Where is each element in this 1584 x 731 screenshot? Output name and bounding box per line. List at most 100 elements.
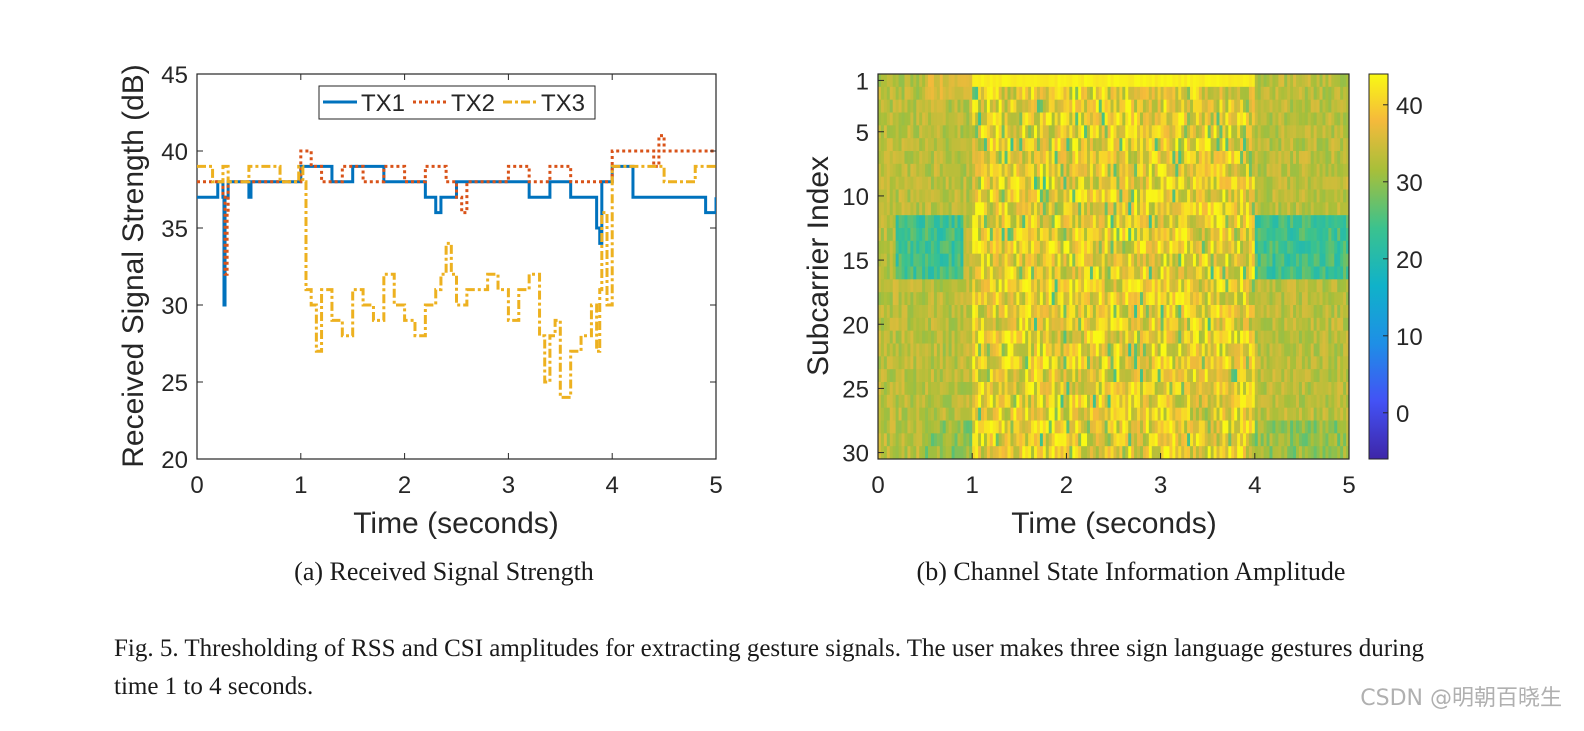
csi-heatmap-cell bbox=[1137, 407, 1141, 421]
csi-heatmap-cell bbox=[1119, 151, 1123, 165]
csi-heatmap-cell bbox=[907, 240, 911, 255]
csi-heatmap-cell bbox=[1201, 279, 1206, 293]
csi-heatmap-cell bbox=[1034, 279, 1038, 293]
csi-heatmap-cell bbox=[1116, 292, 1120, 306]
csi-heatmap-cell bbox=[930, 176, 935, 190]
csi-heatmap-cell bbox=[1069, 74, 1073, 88]
csi-heatmap-cell bbox=[1045, 86, 1050, 101]
csi-heatmap-cell bbox=[945, 317, 950, 332]
csi-heatmap-cell bbox=[1272, 74, 1276, 88]
csi-heatmap-cell bbox=[1116, 74, 1120, 88]
csi-heatmap-cell bbox=[963, 369, 967, 383]
csi-heatmap-cell bbox=[898, 202, 902, 216]
csi-heatmap-cell bbox=[942, 99, 947, 113]
csi-heatmap-cell bbox=[939, 86, 944, 101]
csi-heatmap-cell bbox=[969, 446, 973, 459]
csi-heatmap-cell bbox=[1084, 433, 1088, 447]
csi-heatmap-cell bbox=[1134, 86, 1138, 101]
csi-heatmap-cell bbox=[1231, 356, 1235, 370]
csi-heatmap-cell bbox=[1036, 292, 1041, 306]
csi-heatmap-cell bbox=[1225, 266, 1229, 280]
csi-heatmap-cell bbox=[1254, 240, 1259, 255]
csi-heatmap-cell bbox=[1025, 369, 1029, 383]
csi-heatmap-cell bbox=[1031, 343, 1035, 357]
csi-heatmap-cell bbox=[1293, 330, 1297, 344]
csi-heatmap-cell bbox=[942, 74, 947, 88]
csi-heatmap-cell bbox=[1128, 317, 1132, 332]
csi-heatmap-cell bbox=[1307, 407, 1312, 421]
csi-heatmap-cell bbox=[942, 240, 947, 255]
csi-heatmap-cell bbox=[1343, 112, 1347, 126]
csi-heatmap-cell bbox=[1219, 369, 1223, 383]
csi-heatmap-cell bbox=[889, 125, 894, 139]
csi-x-tick-label: 3 bbox=[1154, 472, 1167, 499]
csi-heatmap-cell bbox=[1054, 266, 1058, 280]
csi-heatmap-cell bbox=[1054, 138, 1058, 152]
csi-heatmap-cell bbox=[1184, 279, 1188, 293]
csi-heatmap-cell bbox=[1122, 279, 1126, 293]
csi-heatmap-cell bbox=[1066, 112, 1070, 126]
csi-heatmap-cell bbox=[1010, 433, 1014, 447]
csi-heatmap-cell bbox=[925, 74, 929, 88]
csi-heatmap-cell bbox=[1013, 446, 1017, 459]
csi-heatmap-cell bbox=[1087, 86, 1091, 101]
csi-heatmap-cell bbox=[1010, 317, 1014, 332]
csi-heatmap-cell bbox=[1234, 112, 1238, 126]
csi-heatmap-cell bbox=[1251, 292, 1256, 306]
csi-heatmap-cell bbox=[1245, 151, 1250, 165]
csi-heatmap-cell bbox=[1098, 176, 1103, 190]
csi-heatmap-cell bbox=[910, 74, 914, 88]
csi-heatmap-cell bbox=[1254, 112, 1259, 126]
csi-heatmap-cell bbox=[1284, 112, 1288, 126]
csi-heatmap-cell bbox=[1110, 151, 1114, 165]
csi-heatmap-cell bbox=[1045, 266, 1050, 280]
csi-heatmap-cell bbox=[1316, 369, 1320, 383]
csi-heatmap-cell bbox=[1048, 86, 1053, 101]
csi-heatmap-cell bbox=[886, 202, 891, 216]
csi-heatmap-cell bbox=[1042, 407, 1047, 421]
csi-heatmap-cell bbox=[930, 163, 935, 178]
csi-heatmap-cell bbox=[1063, 228, 1067, 242]
csi-heatmap-cell bbox=[1313, 292, 1318, 306]
csi-heatmap-cell bbox=[998, 305, 1003, 319]
csi-heatmap-cell bbox=[1346, 279, 1349, 293]
csi-heatmap-cell bbox=[1075, 138, 1079, 152]
csi-heatmap-cell bbox=[1260, 240, 1265, 255]
csi-heatmap-cell bbox=[1328, 253, 1332, 267]
csi-heatmap-cell bbox=[1069, 292, 1073, 306]
csi-heatmap-cell bbox=[1128, 292, 1132, 306]
csi-heatmap-cell bbox=[1272, 240, 1276, 255]
csi-heatmap-cell bbox=[978, 112, 982, 126]
csi-heatmap-cell bbox=[1031, 74, 1035, 88]
csi-heatmap-cell bbox=[1107, 74, 1111, 88]
csi-heatmap-cell bbox=[992, 138, 997, 152]
csi-heatmap-cell bbox=[978, 446, 982, 459]
csi-heatmap-cell bbox=[951, 433, 955, 447]
csi-heatmap-cell bbox=[1051, 343, 1056, 357]
csi-heatmap-cell bbox=[992, 446, 997, 459]
csi-heatmap-cell bbox=[1028, 356, 1032, 370]
csi-heatmap-cell bbox=[1187, 138, 1191, 152]
csi-heatmap-cell bbox=[883, 343, 888, 357]
csi-heatmap-cell bbox=[922, 407, 926, 421]
csi-heatmap-cell bbox=[1331, 253, 1335, 267]
csi-heatmap-cell bbox=[1219, 240, 1223, 255]
rss-x-tick-label: 3 bbox=[502, 472, 515, 499]
csi-heatmap-cell bbox=[1231, 99, 1235, 113]
csi-heatmap-cell bbox=[963, 394, 967, 409]
csi-heatmap-cell bbox=[1340, 343, 1344, 357]
csi-heatmap-cell bbox=[1125, 292, 1129, 306]
csi-heatmap-cell bbox=[1042, 317, 1047, 332]
csi-heatmap-cell bbox=[1154, 382, 1159, 396]
csi-heatmap-cell bbox=[963, 446, 967, 459]
csi-heatmap-cell bbox=[878, 86, 882, 101]
csi-heatmap-cell bbox=[922, 189, 926, 203]
csi-heatmap-cell bbox=[975, 305, 979, 319]
csi-heatmap-cell bbox=[1157, 356, 1161, 370]
csi-heatmap-cell bbox=[1160, 330, 1164, 344]
csi-heatmap-cell bbox=[1266, 305, 1270, 319]
csi-heatmap-cell bbox=[1269, 99, 1273, 113]
csi-heatmap-cell bbox=[1172, 125, 1176, 139]
csi-heatmap-cell bbox=[933, 330, 938, 344]
csi-heatmap-cell bbox=[930, 382, 935, 396]
